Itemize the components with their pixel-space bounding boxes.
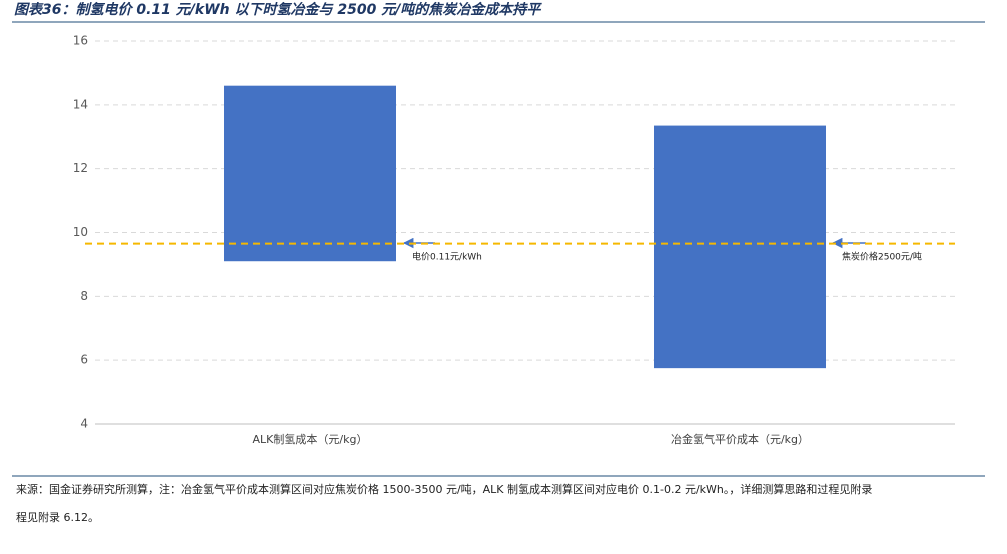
y-tick-label: 10 <box>73 225 88 239</box>
source-note: 程见附录 6.12。 <box>16 510 99 524</box>
y-tick-label: 8 <box>80 289 88 303</box>
y-tick-label: 14 <box>73 97 88 111</box>
annotation: 焦炭价格2500元/吨 <box>842 251 922 263</box>
y-tick-label: 6 <box>80 353 88 367</box>
annotation: 电价0.11元/kWh <box>412 251 482 263</box>
y-tick-label: 4 <box>80 417 88 431</box>
bar <box>224 85 396 262</box>
y-tick-label: 16 <box>73 34 88 48</box>
x-tick-label: ALK制氢成本（元/kg） <box>253 432 368 446</box>
y-tick-label: 12 <box>73 161 88 175</box>
figure-title: 图表36：制氢电价 0.11 元/kWh 以下时氢冶金与 2500 元/吨的焦炭… <box>14 1 542 18</box>
source-note: 来源：国金证券研究所测算，注：冶金氢气平价成本测算区间对应焦炭价格 1500-3… <box>16 482 872 496</box>
bar <box>654 125 826 369</box>
x-tick-label: 冶金氢气平价成本（元/kg） <box>671 432 809 446</box>
